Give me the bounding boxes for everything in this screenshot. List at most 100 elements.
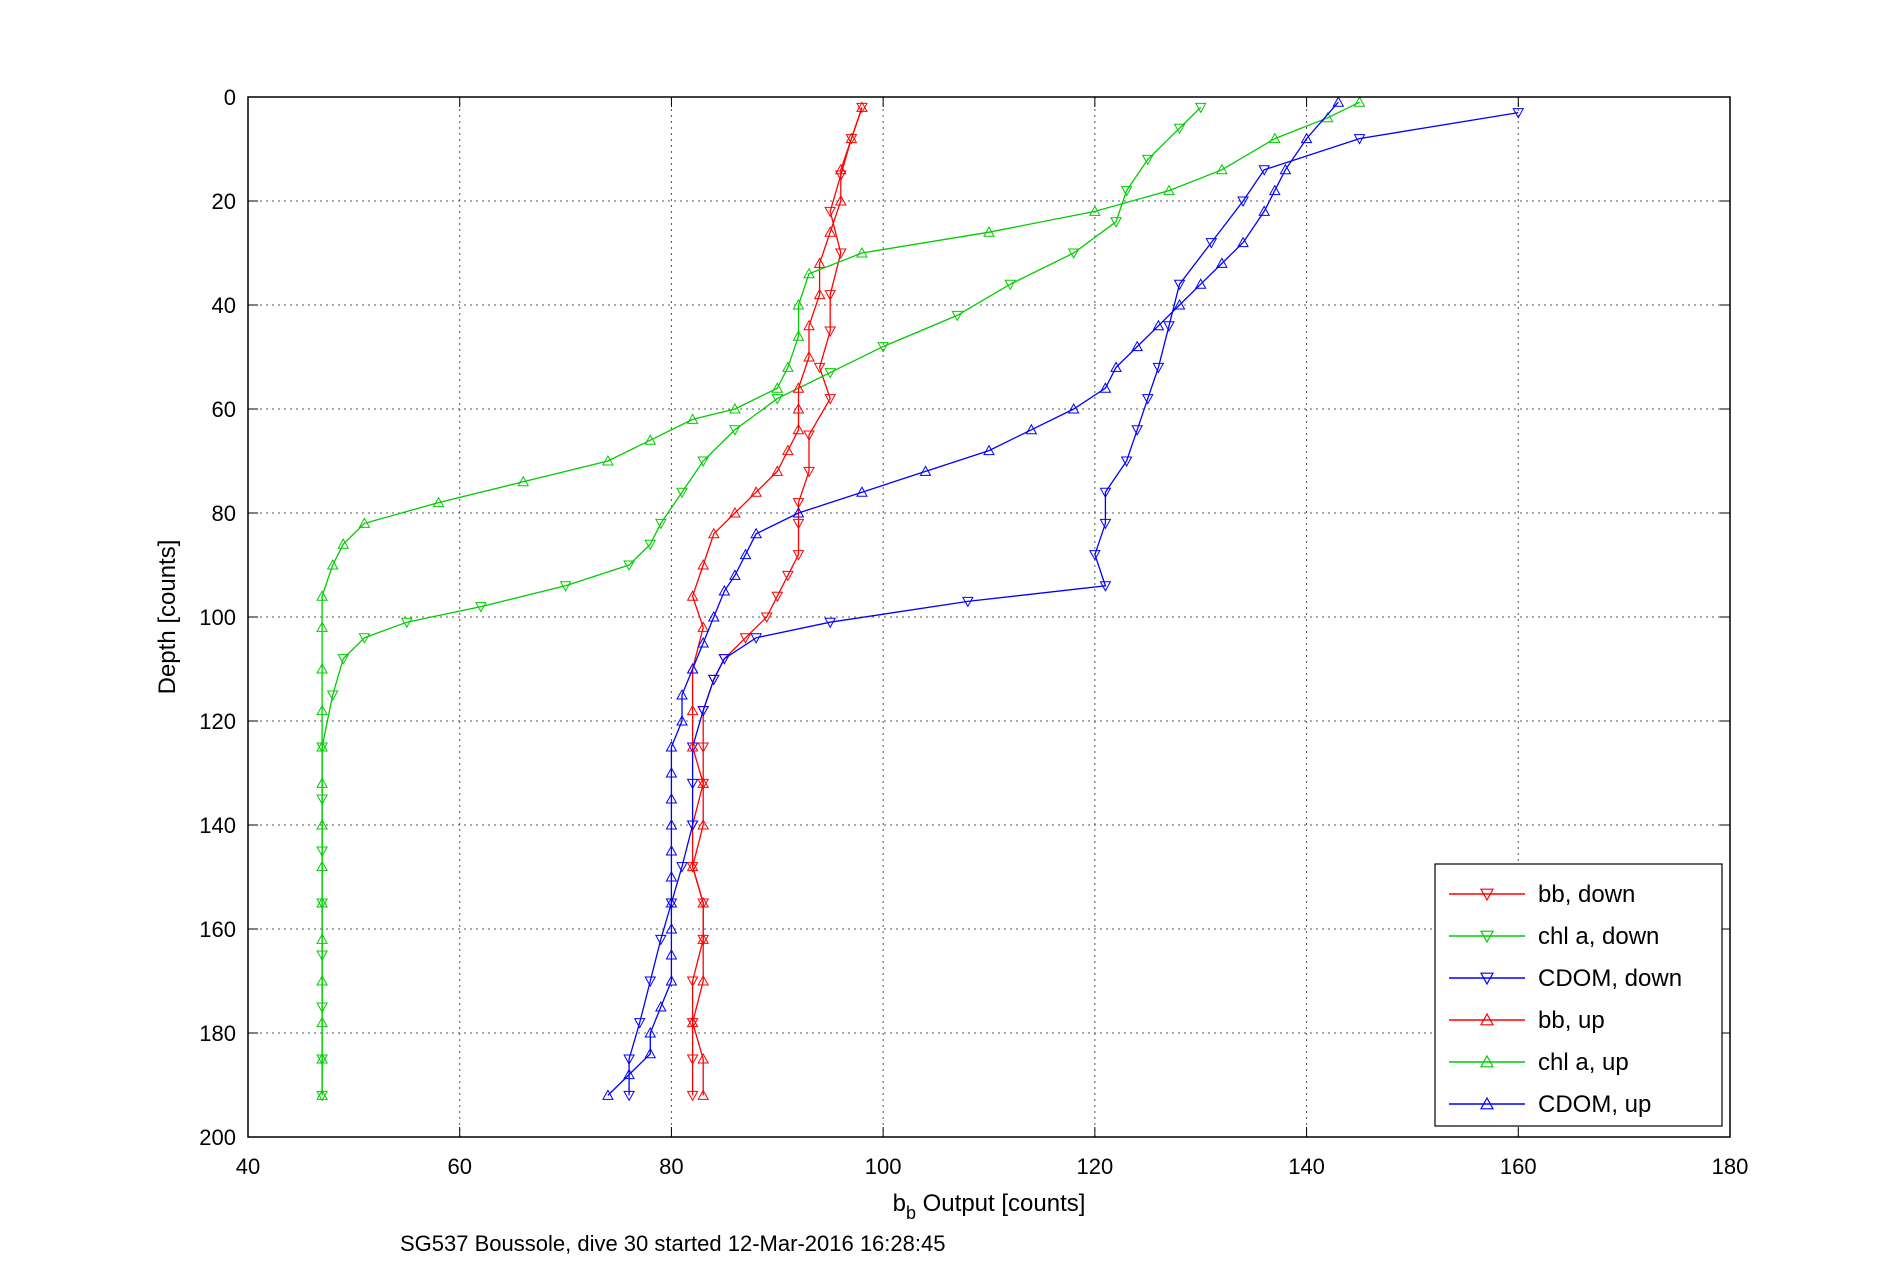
data-point <box>718 584 731 596</box>
data-point <box>316 860 328 872</box>
data-point <box>1300 132 1313 144</box>
data-point <box>326 690 339 702</box>
legend-entry: chl a, down <box>1449 923 1659 950</box>
data-point <box>856 246 868 258</box>
data-point <box>623 1090 635 1102</box>
data-point <box>697 1052 710 1064</box>
legend-entry: bb, up <box>1449 1007 1605 1034</box>
x-tick-label: 120 <box>1076 1154 1113 1179</box>
data-point <box>316 1089 328 1100</box>
data-point <box>316 1052 328 1064</box>
data-point <box>1152 319 1165 331</box>
data-point <box>707 674 720 686</box>
data-point <box>697 636 710 648</box>
data-point <box>665 870 678 882</box>
legend-marker <box>1479 930 1495 944</box>
data-point <box>1205 238 1218 249</box>
legend-label: CDOM, up <box>1538 1091 1651 1118</box>
x-tick-label: 60 <box>447 1154 471 1179</box>
legend-entry: CDOM, up <box>1449 1091 1651 1118</box>
data-point <box>771 465 784 476</box>
data-point <box>961 596 974 608</box>
series-layer <box>316 96 1525 1102</box>
legend-label: chl a, up <box>1538 1049 1629 1076</box>
data-point <box>771 382 784 393</box>
data-point <box>644 1047 657 1059</box>
series-chl-a-up <box>316 96 1366 1100</box>
legend-box <box>1434 863 1723 1127</box>
data-point <box>1258 205 1271 216</box>
y-tick-label: 180 <box>199 1021 236 1046</box>
data-point <box>665 896 678 908</box>
data-point <box>358 633 371 644</box>
data-point <box>834 194 847 206</box>
data-point <box>1141 394 1154 405</box>
data-point <box>1089 205 1101 216</box>
data-point <box>633 1018 646 1029</box>
legend-marker <box>1479 1096 1495 1110</box>
data-point <box>983 226 995 237</box>
data-point <box>517 475 530 487</box>
data-point <box>824 326 837 338</box>
data-point <box>824 394 837 405</box>
data-point <box>665 948 678 960</box>
data-point <box>1279 163 1292 175</box>
y-axis-label: Depth [counts] <box>154 540 181 695</box>
y-tick-label: 40 <box>212 293 236 318</box>
data-point <box>665 818 678 830</box>
data-point <box>1025 423 1038 435</box>
data-point <box>602 454 614 466</box>
caption: SG537 Boussole, dive 30 started 12-Mar-2… <box>400 1231 945 1256</box>
data-point <box>686 860 699 872</box>
data-point <box>358 517 371 528</box>
data-point <box>665 844 678 856</box>
data-point <box>1099 382 1112 393</box>
series-bb-up <box>686 101 868 1100</box>
data-point <box>475 602 487 613</box>
data-point <box>316 777 328 788</box>
data-point <box>316 662 328 674</box>
data-point <box>771 591 784 603</box>
y-tick-label: 100 <box>199 605 236 630</box>
data-point <box>1120 456 1133 468</box>
data-point <box>792 506 805 518</box>
data-point <box>771 394 784 405</box>
data-point <box>337 538 350 549</box>
legend-entry: CDOM, down <box>1449 965 1682 992</box>
data-point <box>1131 425 1144 436</box>
data-point <box>1194 278 1207 289</box>
data-point <box>729 569 741 580</box>
legend: bb, down chl a, down CDOM, down bb, up chl a… <box>1434 863 1723 1127</box>
data-point <box>824 226 837 237</box>
data-point <box>602 1089 614 1100</box>
data-point <box>845 132 858 144</box>
data-point <box>337 654 350 665</box>
data-point <box>877 342 889 353</box>
data-point <box>316 818 328 830</box>
data-point <box>792 330 805 341</box>
x-tick-label: 100 <box>865 1154 902 1179</box>
data-point <box>1353 96 1366 107</box>
data-point <box>644 434 657 445</box>
data-point <box>1173 279 1186 291</box>
data-point <box>803 319 815 331</box>
data-point <box>697 896 710 908</box>
data-point <box>1194 102 1207 114</box>
data-point <box>316 704 328 716</box>
data-point <box>1268 184 1281 196</box>
data-point <box>400 617 413 629</box>
data-point <box>697 558 710 570</box>
data-point <box>686 662 699 674</box>
data-point <box>792 382 805 393</box>
data-point <box>623 1054 635 1066</box>
data-point <box>824 290 837 301</box>
data-point <box>697 933 710 944</box>
data-point <box>686 590 699 601</box>
data-point <box>834 248 847 260</box>
data-point <box>739 548 752 560</box>
data-point <box>697 777 710 788</box>
data-point <box>856 101 868 112</box>
data-point <box>824 368 837 379</box>
data-point <box>1163 321 1175 332</box>
y-tick-label: 140 <box>199 813 236 838</box>
